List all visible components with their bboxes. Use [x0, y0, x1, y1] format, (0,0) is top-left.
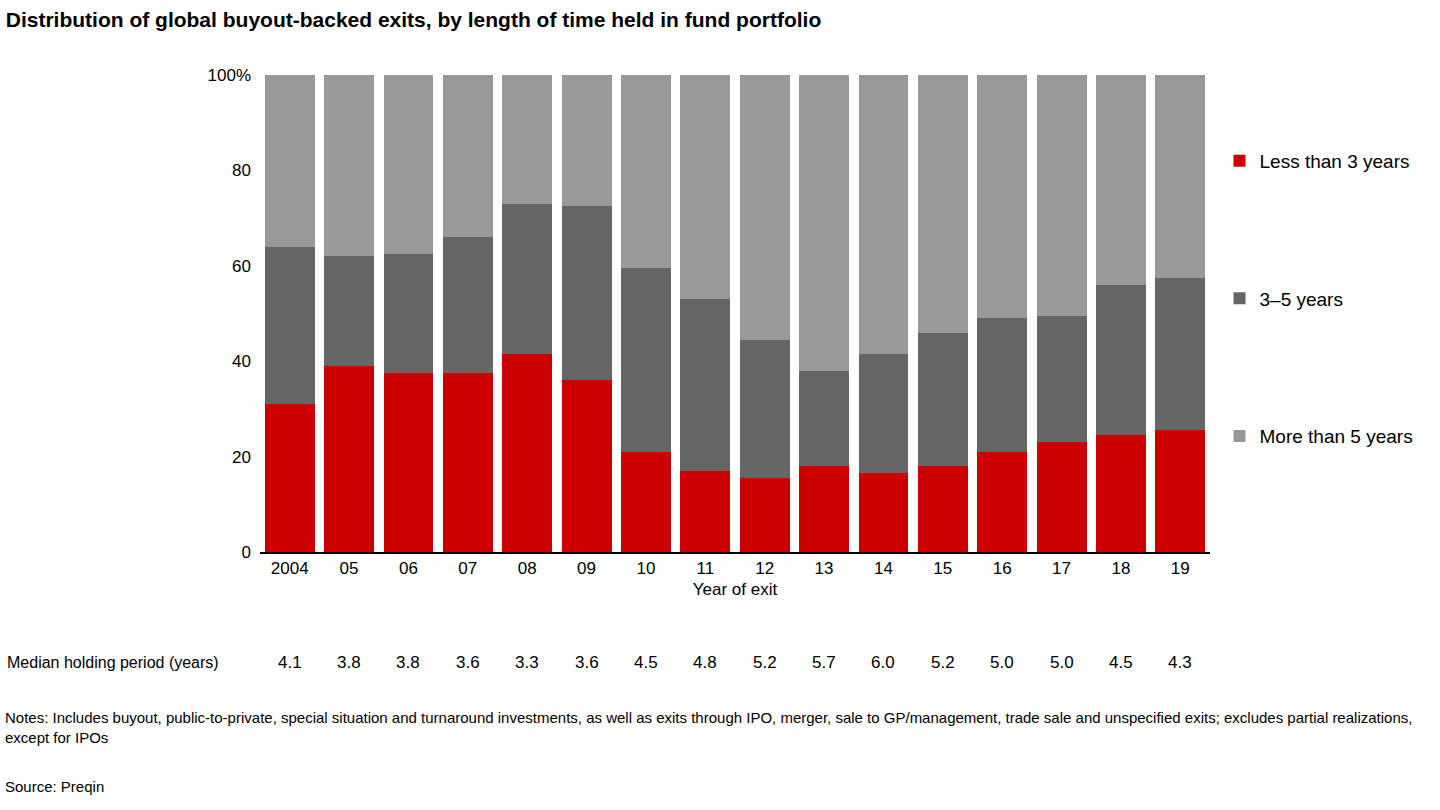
svg-text:4.3: 4.3 [1168, 653, 1192, 672]
svg-text:5.0: 5.0 [1050, 653, 1074, 672]
svg-text:20: 20 [232, 448, 251, 467]
svg-text:11: 11 [696, 559, 714, 578]
svg-text:15: 15 [933, 559, 952, 578]
svg-text:5.7: 5.7 [812, 653, 836, 672]
svg-text:09: 09 [577, 559, 596, 578]
svg-text:16: 16 [993, 559, 1012, 578]
svg-text:4.5: 4.5 [634, 653, 658, 672]
svg-text:3.8: 3.8 [396, 653, 420, 672]
svg-text:60: 60 [232, 257, 251, 276]
svg-text:2004: 2004 [271, 559, 309, 578]
svg-text:06: 06 [399, 559, 418, 578]
svg-text:13: 13 [815, 559, 834, 578]
html-text:Notes: Includes buyout, public: Notes: Includes buyout, public-to-privat… [5, 709, 1413, 746]
svg-text:4.1: 4.1 [278, 653, 302, 672]
svg-text:14: 14 [874, 559, 893, 578]
svg-text:Median holding period (years): Median holding period (years) [7, 654, 219, 671]
svg-text:100%: 100% [208, 66, 251, 85]
svg-text:3.6: 3.6 [456, 653, 480, 672]
svg-text:6.0: 6.0 [871, 653, 895, 672]
svg-text:4.5: 4.5 [1109, 653, 1133, 672]
svg-text:5.2: 5.2 [931, 653, 955, 672]
svg-text:80: 80 [232, 161, 251, 180]
svg-text:3.3: 3.3 [515, 653, 539, 672]
svg-text:18: 18 [1111, 559, 1130, 578]
svg-text:3.8: 3.8 [337, 653, 361, 672]
svg-text:05: 05 [340, 559, 359, 578]
svg-text:Year of exit: Year of exit [693, 580, 778, 599]
svg-text:3.6: 3.6 [575, 653, 599, 672]
svg-text:5.0: 5.0 [990, 653, 1014, 672]
svg-text:12: 12 [755, 559, 774, 578]
svg-text:19: 19 [1171, 559, 1190, 578]
svg-text:10: 10 [636, 559, 655, 578]
svg-text:More than 5 years: More than 5 years [1260, 426, 1413, 447]
html-text:Source: Preqin: Source: Preqin [5, 778, 105, 795]
svg-text:17: 17 [1052, 559, 1071, 578]
svg-text:07: 07 [458, 559, 477, 578]
svg-text:Less than 3 years: Less than 3 years [1260, 151, 1410, 172]
svg-text:3–5 years: 3–5 years [1260, 289, 1343, 310]
svg-text:40: 40 [232, 352, 251, 371]
svg-text:08: 08 [518, 559, 537, 578]
svg-text:Distribution of global buyout-: Distribution of global buyout-backed exi… [6, 8, 821, 31]
svg-text:4.8: 4.8 [693, 653, 717, 672]
svg-text:5.2: 5.2 [753, 653, 777, 672]
svg-text:0: 0 [242, 543, 251, 562]
